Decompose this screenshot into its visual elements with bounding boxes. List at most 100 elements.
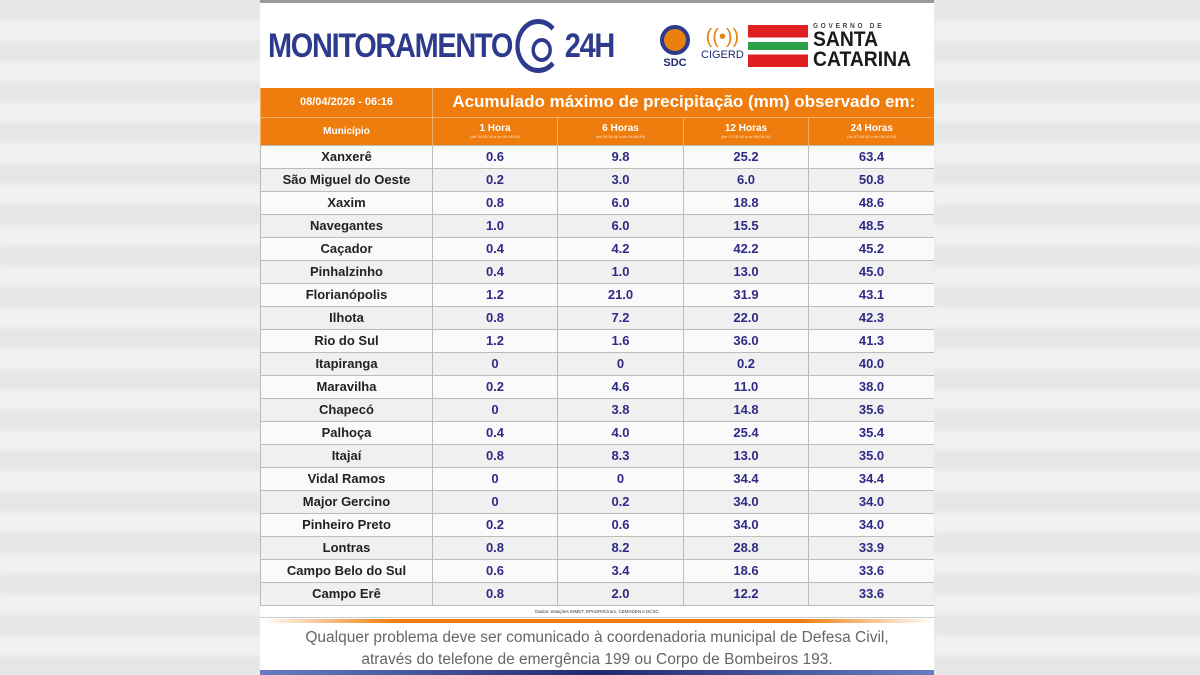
rainfall-cell: 6.0 (557, 190, 684, 215)
table-row: Navegantes 1.0 6.0 15.5 48.5 (260, 213, 934, 238)
signal-icon: ((•)) (705, 26, 740, 48)
table-row: Campo Erê 0.8 2.0 12.2 33.6 (260, 581, 934, 606)
table-row: Florianópolis 1.2 21.0 31.9 43.1 (260, 282, 934, 307)
rainfall-cell: 34.0 (683, 512, 809, 537)
rainfall-cell: 0.2 (683, 351, 809, 376)
rainfall-cell: 1.0 (432, 213, 558, 238)
clock-icon (515, 19, 562, 73)
rainfall-cell: 0.6 (557, 512, 684, 537)
table-row: Palhoça 0.4 4.0 25.4 35.4 (260, 420, 934, 445)
rainfall-cell: 33.6 (807, 581, 934, 606)
table-row: Xanxerê 0.6 9.8 25.2 63.4 (260, 144, 934, 169)
rainfall-cell: 0.4 (432, 236, 558, 261)
santa-catarina-flag-icon (748, 25, 808, 67)
rainfall-cell: 28.8 (683, 535, 809, 560)
municipality-cell: Vidal Ramos (260, 466, 433, 491)
rainfall-cell: 11.0 (683, 374, 809, 399)
gov-line-1: SANTA (813, 28, 879, 51)
table-row: Caçador 0.4 4.2 42.2 45.2 (260, 236, 934, 261)
municipality-cell: São Miguel do Oeste (260, 167, 433, 192)
sdc-label: SDC (663, 57, 687, 69)
rainfall-cell: 41.3 (807, 328, 934, 353)
table-row: Itajaí 0.8 8.3 13.0 35.0 (260, 443, 934, 468)
table-row: Campo Belo do Sul 0.6 3.4 18.6 33.6 (260, 558, 934, 583)
column-label: 6 Horas (602, 123, 639, 134)
column-period: (de 07:06:16 a de 06:06:16) (847, 134, 897, 139)
table-row: Xaxim 0.8 6.0 18.8 48.6 (260, 190, 934, 215)
column-period: (de 05:15:16 a de 06:06:16) (470, 134, 520, 139)
blurred-background-right (934, 0, 1200, 675)
column-header: 1 Hora (de 05:15:16 a de 06:06:16) (432, 116, 558, 145)
brand-text: MONITORAMENTO (268, 26, 513, 65)
rainfall-cell: 0.2 (432, 512, 558, 537)
rainfall-cell: 1.0 (557, 259, 684, 284)
divider (260, 618, 934, 623)
municipality-cell: Campo Belo do Sul (260, 558, 433, 583)
table-row: Vidal Ramos 0 0 34.4 34.4 (260, 466, 934, 491)
column-header: 6 Horas (de 00:06:16 a de 06:06:16) (557, 116, 684, 145)
rainfall-cell: 0.2 (432, 167, 558, 192)
rainfall-cell: 35.6 (807, 397, 934, 422)
municipality-cell: Navegantes (260, 213, 433, 238)
column-header: 24 Horas (de 07:06:16 a de 06:06:16) (807, 116, 934, 145)
footer-notice: Qualquer problema deve ser comunicado à … (260, 623, 934, 671)
cigerd-label: CIGERD (701, 49, 744, 61)
column-header: Município (260, 116, 433, 145)
rainfall-cell: 0 (432, 351, 558, 376)
sdc-emblem-icon (660, 25, 690, 55)
column-label: 24 Horas (850, 123, 893, 134)
rainfall-cell: 13.0 (683, 259, 809, 284)
rainfall-cell: 1.6 (557, 328, 684, 353)
rainfall-cell: 8.2 (557, 535, 684, 560)
rainfall-cell: 33.6 (807, 558, 934, 583)
datetime: 08/04/2026 - 06:16 (260, 88, 433, 117)
rainfall-cell: 42.3 (807, 305, 934, 330)
footer-line-2: através do telefone de emergência 199 ou… (361, 650, 833, 668)
rainfall-cell: 6.0 (683, 167, 809, 192)
rainfall-cell: 15.5 (683, 213, 809, 238)
column-header: 12 Horas (de 17:15:16 a de 06:06:16) (683, 116, 809, 145)
table-row: São Miguel do Oeste 0.2 3.0 6.0 50.8 (260, 167, 934, 192)
rainfall-cell: 45.0 (807, 259, 934, 284)
rainfall-cell: 14.8 (683, 397, 809, 422)
rainfall-cell: 1.2 (432, 328, 558, 353)
rainfall-cell: 0 (557, 351, 684, 376)
rainfall-cell: 43.1 (807, 282, 934, 307)
rainfall-cell: 4.2 (557, 236, 684, 261)
rainfall-cell: 25.2 (683, 144, 809, 169)
rainfall-cell: 8.3 (557, 443, 684, 468)
table-row: Major Gercino 0 0.2 34.0 34.0 (260, 489, 934, 514)
rainfall-cell: 4.6 (557, 374, 684, 399)
municipality-cell: Lontras (260, 535, 433, 560)
rainfall-cell: 3.0 (557, 167, 684, 192)
rainfall-cell: 0 (432, 397, 558, 422)
rainfall-cell: 38.0 (807, 374, 934, 399)
rainfall-cell: 0 (432, 489, 558, 514)
sdc-logo: SDC (660, 25, 690, 69)
brand-24h: 24H (564, 26, 615, 65)
rainfall-cell: 45.2 (807, 236, 934, 261)
column-label: 1 Hora (479, 123, 511, 134)
rainfall-cell: 3.8 (557, 397, 684, 422)
rainfall-cell: 21.0 (557, 282, 684, 307)
footer-bar (260, 670, 934, 675)
rainfall-cell: 34.0 (807, 489, 934, 514)
blurred-background-left (0, 0, 260, 675)
municipality-cell: Itajaí (260, 443, 433, 468)
column-period: (de 00:06:16 a de 06:06:16) (595, 134, 646, 139)
municipality-cell: Pinheiro Preto (260, 512, 433, 537)
rainfall-cell: 48.6 (807, 190, 934, 215)
rainfall-cell: 12.2 (683, 581, 809, 606)
column-label: 12 Horas (724, 123, 768, 134)
rainfall-cell: 18.8 (683, 190, 809, 215)
rainfall-cell: 0.8 (432, 305, 558, 330)
rainfall-cell: 0.4 (432, 259, 558, 284)
rainfall-cell: 35.0 (807, 443, 934, 468)
municipality-cell: Xaxim (260, 190, 433, 215)
municipality-cell: Palhoça (260, 420, 433, 445)
rainfall-cell: 1.2 (432, 282, 558, 307)
municipality-cell: Xanxerê (260, 144, 433, 169)
municipality-cell: Ilhota (260, 305, 433, 330)
rainfall-cell: 0 (557, 466, 684, 491)
municipality-cell: Major Gercino (260, 489, 433, 514)
